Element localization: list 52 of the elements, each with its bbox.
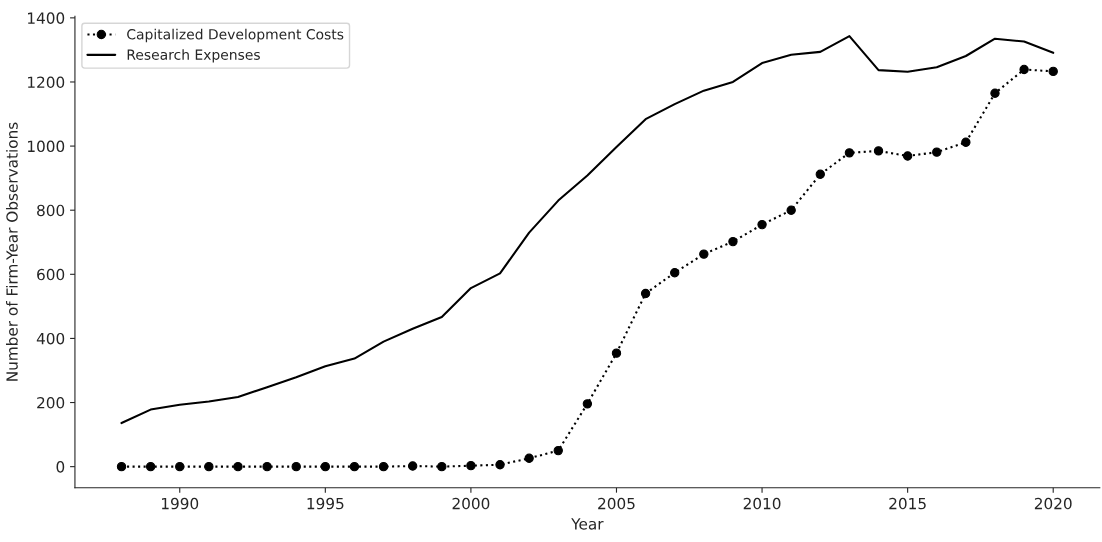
point (262, 461, 272, 472)
point (553, 445, 563, 456)
x-tick-label: 2005 (598, 497, 635, 510)
point (524, 453, 534, 463)
point (670, 268, 680, 278)
point (378, 461, 389, 472)
point (932, 147, 942, 157)
point (466, 461, 476, 471)
point (233, 461, 243, 472)
point (699, 249, 709, 259)
point (728, 236, 738, 247)
y-tick-label: 400 (36, 332, 65, 345)
point (902, 151, 913, 161)
x-tick-label: 2020 (1034, 497, 1072, 510)
point (757, 219, 767, 230)
x-tick-label: 2000 (452, 497, 490, 510)
x-tick-label: 2010 (743, 497, 781, 510)
x-tick-label: 1995 (307, 497, 344, 510)
point (1019, 64, 1029, 75)
y-tick-label: 1400 (28, 12, 65, 24)
y-tick-label: 1200 (28, 76, 65, 88)
point (204, 461, 214, 472)
point (815, 169, 825, 179)
x-tick-label: 2015 (889, 497, 926, 510)
point (175, 461, 185, 472)
y-tick-label: 800 (37, 204, 65, 217)
point (786, 205, 796, 215)
y-tick-label: 200 (37, 397, 65, 409)
x-axis-title: Year (571, 518, 604, 530)
point (1048, 66, 1058, 77)
point (320, 461, 331, 472)
point (437, 461, 447, 472)
point (407, 461, 418, 471)
point (844, 148, 855, 158)
point (611, 348, 622, 358)
x-tick-label: 1990 (161, 497, 199, 510)
y-tick-label: 1000 (28, 140, 65, 153)
point (961, 137, 971, 147)
point (116, 461, 127, 472)
y-tick-label: 600 (37, 268, 65, 281)
point (582, 399, 593, 409)
y-axis-title: Number of Firm-Year Observations (5, 122, 18, 381)
legend-label: Research Expenses (127, 49, 260, 63)
point (873, 146, 884, 156)
point (495, 460, 505, 470)
y-tick-label: 0 (56, 461, 65, 473)
legend-label: Capitalized Development Costs (127, 28, 344, 43)
point (990, 88, 1000, 98)
point (349, 461, 360, 472)
point (145, 461, 156, 472)
point (291, 461, 301, 472)
point (640, 288, 651, 299)
